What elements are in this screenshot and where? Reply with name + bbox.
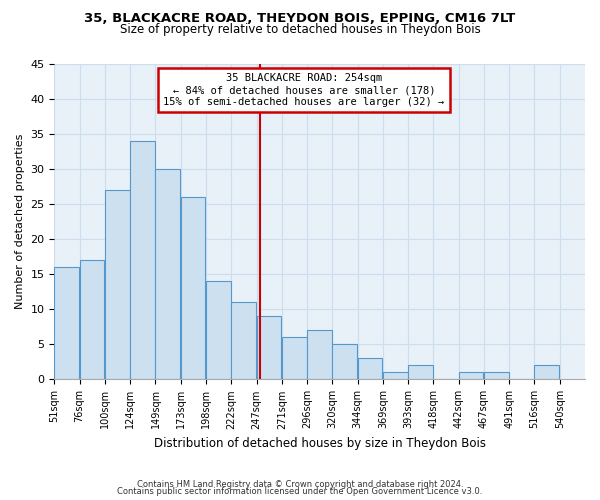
Bar: [383, 372, 407, 380]
X-axis label: Distribution of detached houses by size in Theydon Bois: Distribution of detached houses by size …: [154, 437, 486, 450]
Bar: [155, 169, 180, 380]
Text: 35 BLACKACRE ROAD: 254sqm
← 84% of detached houses are smaller (178)
15% of semi: 35 BLACKACRE ROAD: 254sqm ← 84% of detac…: [163, 74, 445, 106]
Bar: [458, 372, 484, 380]
Text: 35, BLACKACRE ROAD, THEYDON BOIS, EPPING, CM16 7LT: 35, BLACKACRE ROAD, THEYDON BOIS, EPPING…: [85, 12, 515, 26]
Bar: [535, 366, 559, 380]
Bar: [105, 190, 130, 380]
Y-axis label: Number of detached properties: Number of detached properties: [15, 134, 25, 310]
Bar: [206, 282, 231, 380]
Bar: [282, 338, 307, 380]
Bar: [307, 330, 332, 380]
Bar: [332, 344, 357, 380]
Bar: [55, 268, 79, 380]
Bar: [484, 372, 509, 380]
Bar: [257, 316, 281, 380]
Bar: [80, 260, 104, 380]
Text: Size of property relative to detached houses in Theydon Bois: Size of property relative to detached ho…: [119, 22, 481, 36]
Text: Contains public sector information licensed under the Open Government Licence v3: Contains public sector information licen…: [118, 487, 482, 496]
Text: Contains HM Land Registry data © Crown copyright and database right 2024.: Contains HM Land Registry data © Crown c…: [137, 480, 463, 489]
Bar: [358, 358, 382, 380]
Bar: [408, 366, 433, 380]
Bar: [231, 302, 256, 380]
Bar: [130, 141, 155, 380]
Bar: [181, 197, 205, 380]
